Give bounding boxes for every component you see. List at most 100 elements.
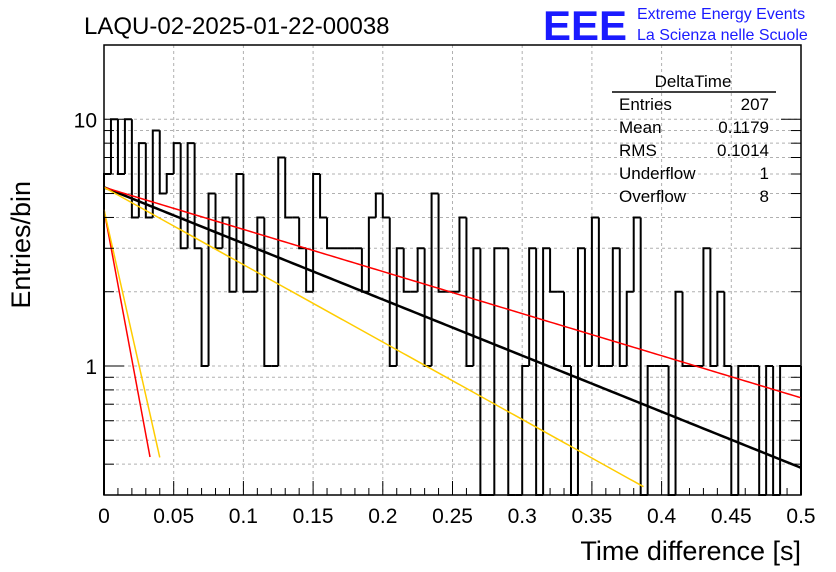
histogram-bin	[381, 193, 390, 219]
x-tick-label: 0.4	[647, 505, 677, 528]
fit-curve	[103, 186, 644, 488]
histogram-bin	[674, 290, 683, 495]
stats-label: Overflow	[619, 187, 687, 206]
y-axis-label: Entries/bin	[6, 181, 36, 309]
histogram-bin	[305, 248, 314, 293]
histogram-bin	[737, 364, 746, 495]
x-axis-label: Time difference [s]	[580, 536, 801, 566]
stats-label: Entries	[619, 95, 672, 114]
logo-line-2: La Scienza nelle Scuole	[637, 27, 808, 44]
histogram-bin	[319, 174, 328, 219]
stats-box: DeltaTime Entries 207 Mean 0.1179 RMS 0.1014 U…	[612, 72, 776, 206]
histogram-bin	[179, 143, 188, 250]
x-tick-label: 0.1	[229, 505, 258, 528]
histogram-bin	[416, 247, 425, 292]
histogram-bin	[207, 192, 216, 366]
x-tick-labels: 0 0.05 0.1 0.15 0.2 0.25 0.3 0.35 0.4 0.45 0.5	[98, 505, 815, 528]
histogram-bin	[569, 365, 578, 496]
x-tick-label: 0.45	[711, 505, 752, 528]
histogram-bin	[109, 118, 118, 175]
stats-title: DeltaTime	[655, 72, 732, 91]
x-tick-label: 0.15	[293, 505, 334, 528]
histogram-bin	[772, 365, 781, 496]
histogram-bin	[611, 247, 620, 366]
histogram-bin	[507, 248, 516, 496]
x-tick-label: 0.2	[368, 505, 397, 528]
stats-value: 8	[760, 187, 769, 206]
histogram-bin	[137, 142, 146, 218]
x-tick-label: 0.05	[153, 505, 194, 528]
histogram-bin	[639, 217, 648, 496]
grid-lines	[104, 45, 801, 495]
histogram-bin	[200, 248, 209, 367]
histogram-bin	[709, 248, 718, 367]
stats-value: 0.1014	[717, 141, 769, 160]
histogram-bin	[374, 192, 383, 218]
histogram-bin	[423, 248, 432, 367]
histogram-bin	[263, 217, 272, 367]
y-tick-label: 10	[74, 109, 97, 132]
histogram-bin	[590, 216, 599, 366]
histogram-bin	[730, 365, 739, 496]
stats-value: 207	[741, 95, 769, 114]
chart-title: LAQU-02-2025-01-22-00038	[84, 13, 390, 40]
x-tick-label: 0.3	[508, 505, 537, 528]
histogram-bin	[165, 173, 174, 194]
histogram-bin	[458, 216, 467, 292]
x-tick-label: 0.25	[432, 505, 473, 528]
histogram-bin	[521, 364, 530, 495]
histogram-bin	[326, 217, 335, 250]
logo-line-1: Extreme Energy Events	[637, 6, 805, 23]
histogram-bin	[395, 247, 404, 366]
histogram-bin	[479, 248, 488, 496]
axis-ticks	[103, 44, 802, 496]
histogram-bin	[646, 364, 655, 495]
histogram-bin	[618, 248, 627, 367]
histogram-bin	[716, 290, 725, 366]
histogram-bin	[235, 173, 244, 292]
histogram-bin	[116, 119, 125, 176]
histogram-bin	[367, 216, 376, 292]
histogram-bin	[312, 173, 321, 292]
x-tick-label: 0	[98, 505, 110, 528]
histogram-bin	[402, 248, 411, 293]
eee-logo: EEE	[543, 2, 627, 49]
histogram-bin	[214, 193, 223, 250]
histogram-bin	[779, 364, 788, 495]
histogram-bin	[465, 217, 474, 367]
histogram-bin	[277, 156, 286, 366]
stats-label: Mean	[619, 118, 662, 137]
histogram-bin	[563, 291, 571, 367]
histogram-bin	[437, 193, 446, 293]
histogram-bin	[549, 248, 558, 293]
histogram-bin	[144, 143, 153, 219]
histogram-bin	[583, 248, 592, 367]
histogram-bin	[493, 247, 502, 495]
histogram-bin	[542, 247, 551, 495]
histogram-bin	[625, 290, 634, 366]
histogram-bin	[284, 157, 293, 219]
histogram-bin	[151, 129, 160, 218]
histogram-bin	[360, 248, 369, 293]
histogram-bin	[430, 192, 439, 366]
fit-curve	[103, 209, 151, 458]
histogram-bin	[158, 130, 167, 195]
histogram-bin	[765, 364, 774, 495]
histogram-bars	[103, 118, 802, 496]
fit-curve	[103, 186, 802, 469]
histogram-bin	[298, 217, 307, 250]
y-tick-labels: 1 10	[74, 109, 97, 379]
histogram-bin	[667, 365, 676, 496]
histogram-bin	[535, 248, 544, 496]
histogram-bin	[186, 142, 195, 249]
stats-value: 0.1179	[718, 118, 769, 137]
histogram-bin	[723, 291, 732, 367]
fit-curve	[103, 186, 802, 399]
histogram-bin	[256, 216, 265, 292]
histogram-bin	[632, 216, 641, 292]
stats-label: Underflow	[619, 164, 696, 183]
y-tick-label: 1	[85, 356, 97, 379]
stats-value: 1	[760, 164, 769, 183]
x-tick-label: 0.5	[786, 505, 815, 528]
histogram-bin	[576, 247, 585, 495]
